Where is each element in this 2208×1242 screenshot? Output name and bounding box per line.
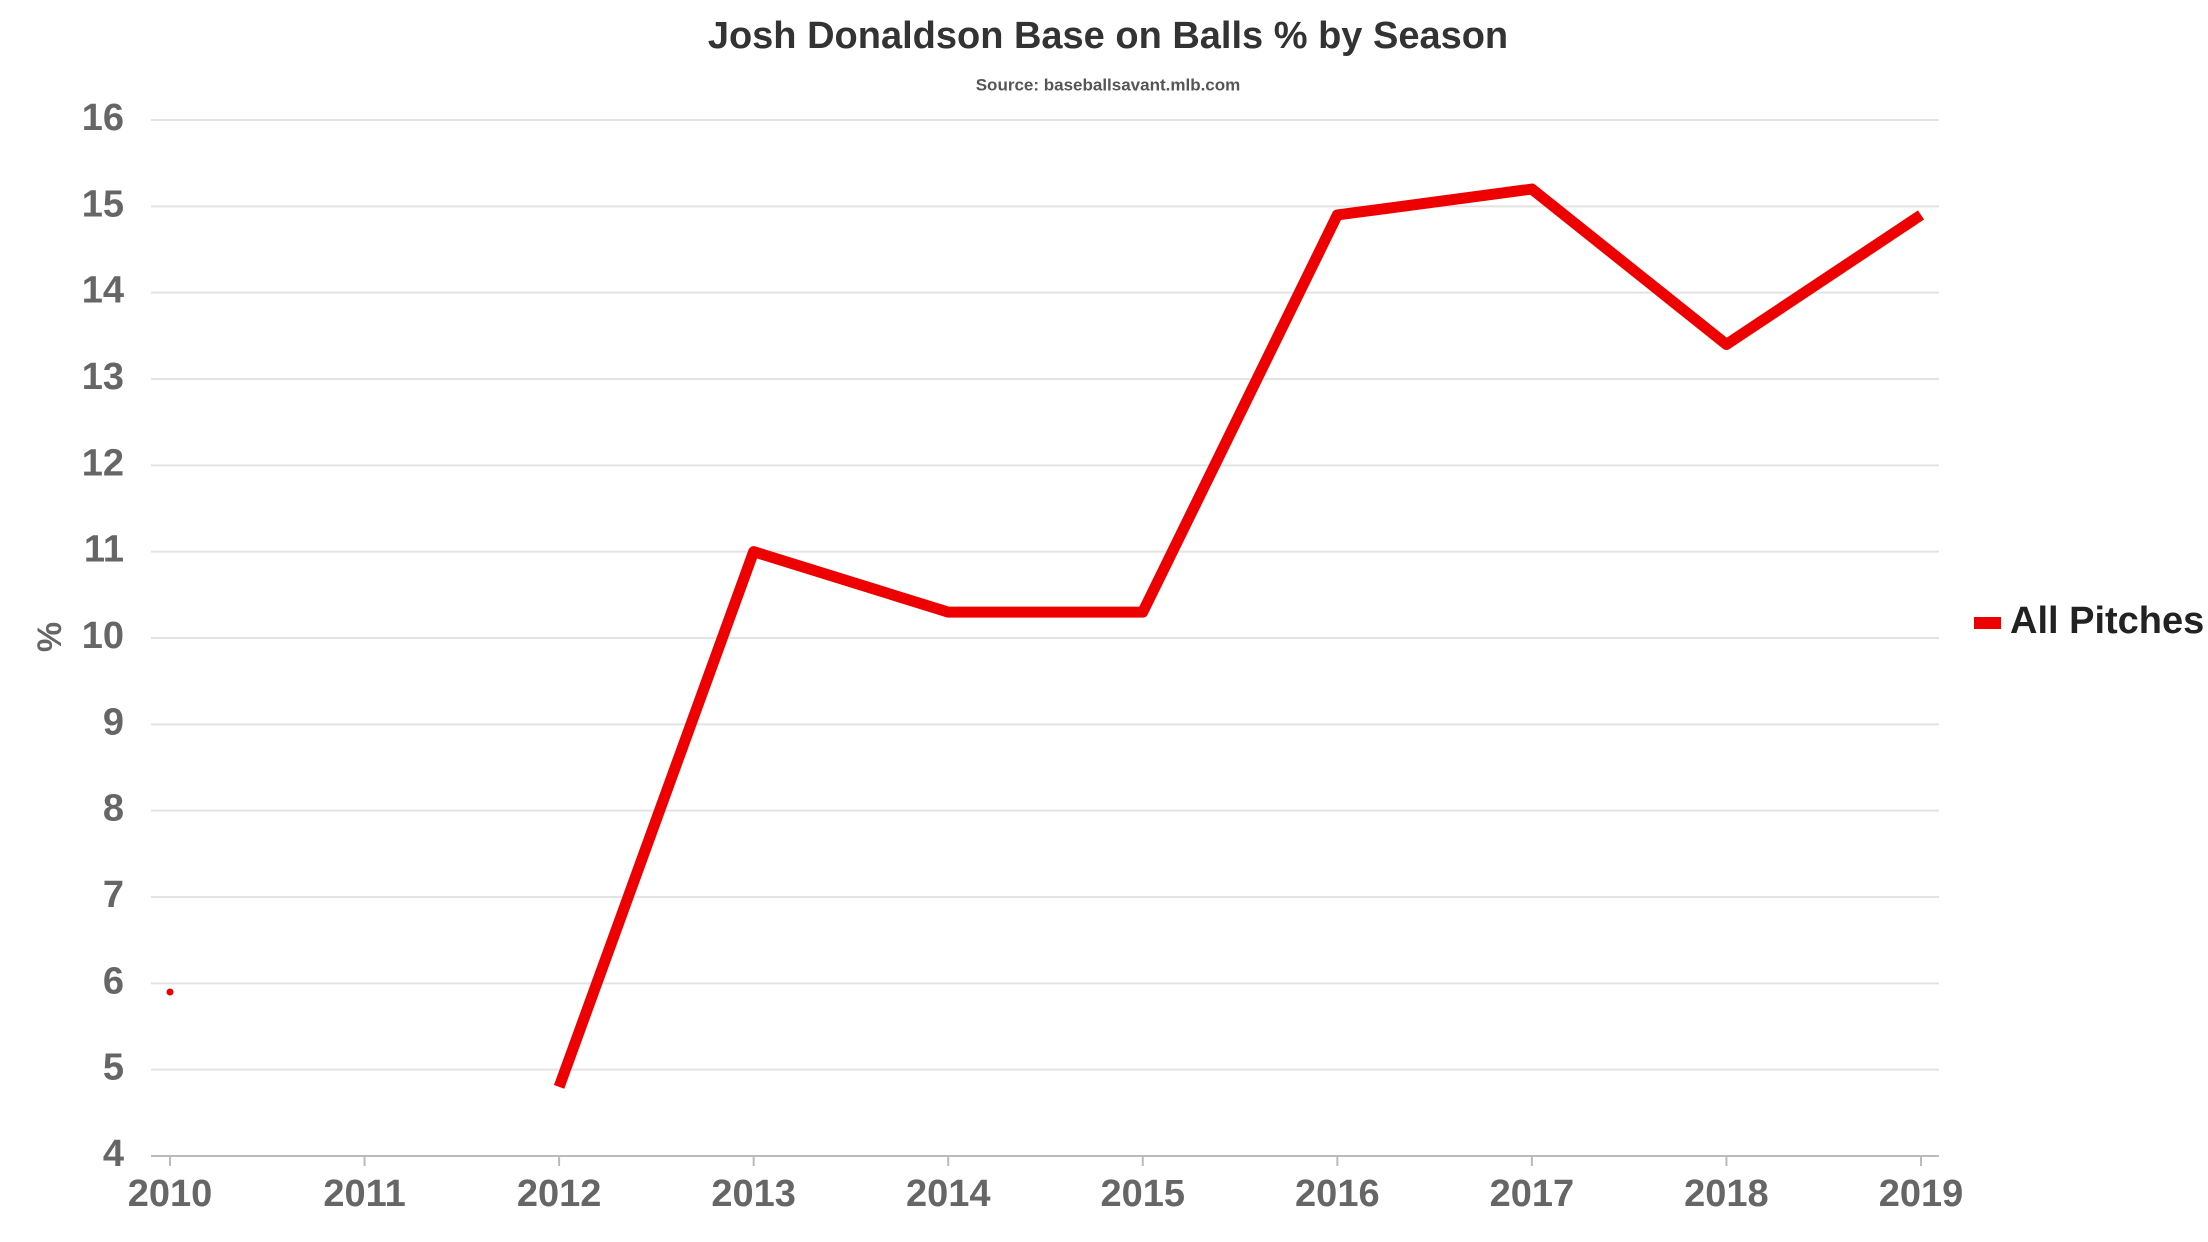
point — [166, 988, 174, 996]
x-tick-label: 2016 — [1295, 1173, 1380, 1215]
chart-subtitle: Source: baseballsavant.mlb.com — [976, 75, 1241, 94]
y-tick-label: 12 — [82, 442, 124, 484]
legend-swatch — [1974, 617, 2001, 629]
legend-label: All Pitches — [2010, 600, 2204, 642]
x-tick-label: 2018 — [1684, 1173, 1769, 1215]
y-tick-label: 13 — [82, 356, 124, 398]
x-tick-label: 2011 — [323, 1173, 405, 1215]
y-tick-label: 14 — [82, 270, 124, 312]
y-tick-label: 9 — [103, 701, 124, 743]
x-tick-label: 2015 — [1101, 1173, 1186, 1215]
x-tick-label: 2012 — [517, 1173, 602, 1215]
chart-title: Josh Donaldson Base on Balls % by Season — [708, 15, 1508, 57]
y-tick-label: 10 — [82, 615, 124, 657]
y-tick-label: 15 — [82, 183, 124, 225]
y-tick-label: 4 — [103, 1133, 124, 1175]
y-tick-label: 8 — [103, 788, 124, 830]
y-tick-label: 6 — [103, 960, 124, 1002]
y-tick-label: 5 — [103, 1047, 124, 1089]
x-tick-label: 2010 — [128, 1173, 213, 1215]
y-axis-label: % — [31, 622, 69, 652]
x-tick-label: 2013 — [711, 1173, 796, 1215]
y-tick-label: 11 — [84, 529, 124, 571]
x-tick-label: 2017 — [1490, 1173, 1575, 1215]
x-tick-label: 2014 — [906, 1173, 991, 1215]
x-tick-label: 2019 — [1879, 1173, 1964, 1215]
y-tick-label: 7 — [103, 874, 124, 916]
line — [553, 183, 1925, 1089]
y-tick-label: 16 — [82, 97, 124, 139]
